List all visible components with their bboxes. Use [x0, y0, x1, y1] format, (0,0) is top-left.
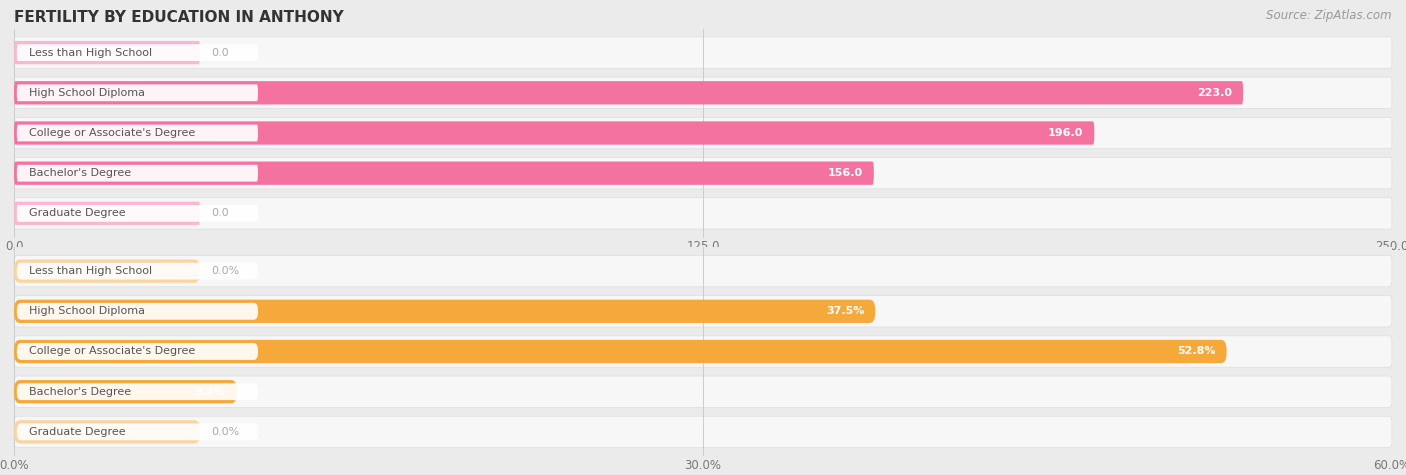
FancyBboxPatch shape	[14, 77, 1392, 108]
FancyBboxPatch shape	[14, 416, 1392, 447]
FancyBboxPatch shape	[17, 424, 257, 440]
FancyBboxPatch shape	[17, 343, 257, 360]
FancyBboxPatch shape	[17, 263, 257, 279]
Text: 196.0: 196.0	[1047, 128, 1083, 138]
Text: Source: ZipAtlas.com: Source: ZipAtlas.com	[1267, 10, 1392, 22]
Text: Graduate Degree: Graduate Degree	[30, 427, 125, 437]
FancyBboxPatch shape	[14, 256, 1392, 287]
FancyBboxPatch shape	[14, 117, 1392, 149]
Text: 0.0%: 0.0%	[211, 266, 239, 276]
FancyBboxPatch shape	[14, 198, 1392, 229]
Text: High School Diploma: High School Diploma	[30, 88, 145, 98]
Text: 0.0: 0.0	[211, 48, 229, 57]
FancyBboxPatch shape	[14, 158, 1392, 189]
FancyBboxPatch shape	[14, 300, 875, 323]
Text: 37.5%: 37.5%	[825, 306, 865, 316]
FancyBboxPatch shape	[14, 380, 236, 403]
Text: Less than High School: Less than High School	[30, 48, 152, 57]
Text: 156.0: 156.0	[828, 168, 863, 178]
FancyBboxPatch shape	[14, 81, 1243, 104]
FancyBboxPatch shape	[17, 44, 257, 61]
FancyBboxPatch shape	[14, 37, 1392, 68]
Text: 223.0: 223.0	[1197, 88, 1232, 98]
Text: Bachelor's Degree: Bachelor's Degree	[30, 387, 131, 397]
FancyBboxPatch shape	[14, 121, 1094, 145]
FancyBboxPatch shape	[14, 376, 1392, 408]
FancyBboxPatch shape	[14, 259, 200, 283]
Text: Graduate Degree: Graduate Degree	[30, 209, 125, 218]
Text: 9.7%: 9.7%	[195, 387, 226, 397]
FancyBboxPatch shape	[14, 340, 1226, 363]
FancyBboxPatch shape	[14, 420, 200, 444]
FancyBboxPatch shape	[17, 303, 257, 320]
FancyBboxPatch shape	[14, 162, 875, 185]
Text: 0.0%: 0.0%	[211, 427, 239, 437]
FancyBboxPatch shape	[14, 336, 1392, 367]
Text: Less than High School: Less than High School	[30, 266, 152, 276]
FancyBboxPatch shape	[14, 41, 200, 64]
FancyBboxPatch shape	[17, 124, 257, 142]
Text: 52.8%: 52.8%	[1177, 346, 1216, 357]
Text: College or Associate's Degree: College or Associate's Degree	[30, 346, 195, 357]
Text: 0.0: 0.0	[211, 209, 229, 218]
Text: College or Associate's Degree: College or Associate's Degree	[30, 128, 195, 138]
Text: High School Diploma: High School Diploma	[30, 306, 145, 316]
Text: Bachelor's Degree: Bachelor's Degree	[30, 168, 131, 178]
FancyBboxPatch shape	[17, 383, 257, 400]
FancyBboxPatch shape	[17, 85, 257, 101]
Text: FERTILITY BY EDUCATION IN ANTHONY: FERTILITY BY EDUCATION IN ANTHONY	[14, 10, 344, 25]
FancyBboxPatch shape	[14, 295, 1392, 327]
FancyBboxPatch shape	[14, 202, 200, 225]
FancyBboxPatch shape	[17, 165, 257, 181]
FancyBboxPatch shape	[17, 205, 257, 222]
